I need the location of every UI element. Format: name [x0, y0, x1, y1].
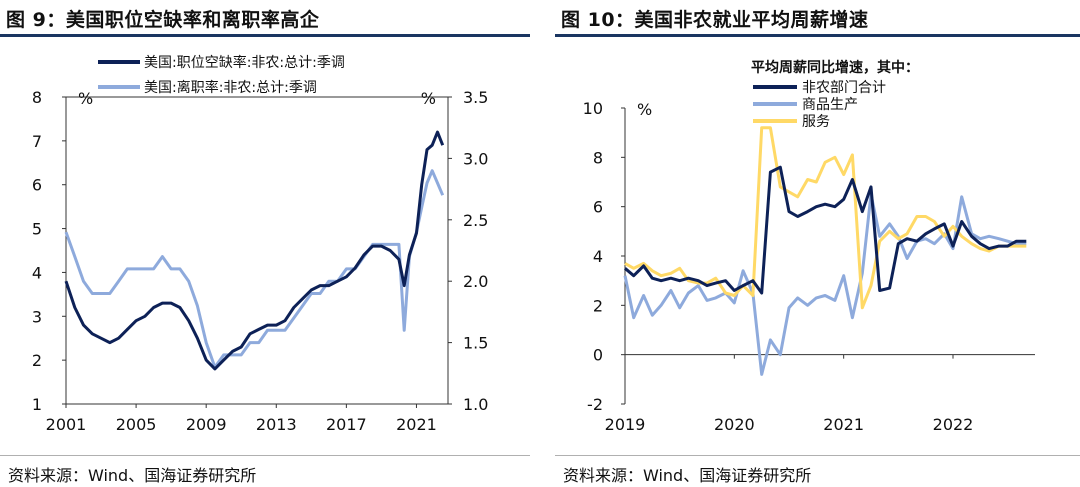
x-tick-label: 2021 [823, 415, 864, 434]
x-tick-label: 2021 [396, 415, 437, 434]
plot-frame [65, 96, 449, 405]
y-axis-unit: % [637, 100, 652, 119]
y-axis-unit: % [78, 89, 93, 108]
y-tick-label: 7 [32, 132, 42, 151]
x-tick-label: 2005 [116, 415, 157, 434]
x-tick-label: 2020 [714, 415, 755, 434]
x-tick-label: 2022 [933, 415, 974, 434]
y-tick-label: 6 [32, 176, 42, 195]
y-tick-label: 4 [32, 263, 42, 282]
y-tick-label: 8 [32, 88, 42, 107]
series-nonfarm-line [624, 165, 1027, 295]
figure-10-chart: -2 0 2 4 6 8 10 2019 2020 2021 2022% 平均周薪同比增速，其中： 非农… [583, 59, 1035, 434]
legend-title: 平均周薪同比增速，其中： [751, 59, 919, 76]
y-tick-label: 6 [593, 198, 603, 217]
legend-label: 非农部门合计 [802, 80, 886, 96]
legend-label: 美国:离职率:非农:总计:季调 [144, 79, 317, 96]
figure-10-source: 资料来源：Wind、国海证券研究所 [563, 466, 812, 485]
figure-10-title: 图 10：美国非农就业平均周薪增速 [561, 9, 869, 31]
figure-9-source: 资料来源：Wind、国海证券研究所 [8, 466, 257, 485]
y-tick-label: 5 [32, 220, 42, 239]
y2-axis-unit: % [421, 89, 436, 108]
y2-tick-label: 3.5 [463, 88, 488, 107]
y-tick-label: 10 [583, 99, 603, 118]
x-tick-label: 2013 [256, 415, 297, 434]
figure-9-title-bar: 图 9：美国职位空缺率和离职率高企 [0, 0, 530, 37]
y-tick-label: 2 [593, 296, 603, 315]
x-tick-label: 2009 [186, 415, 227, 434]
series-quits-line [64, 169, 445, 369]
x-tick-label: 2019 [605, 415, 646, 434]
x-tick-label: 2001 [46, 415, 87, 434]
y-tick-label: -2 [587, 395, 603, 414]
y2-tick-label: 1.0 [463, 395, 488, 414]
figure-9-chart: 1 2 3 4 5 6 7 8 1.0 1.5 2.0 2.5 3.0 3.5 2001 2005 2009 20… [32, 54, 489, 434]
figure-9-panel: 图 9：美国职位空缺率和离职率高企 1 2 3 4 5 6 7 8 1.0 1.5 2.0 2.5 3.… [0, 0, 530, 487]
y-tick-label: 2 [32, 351, 42, 370]
legend-label: 服务 [802, 114, 830, 130]
y2-tick-label: 2.5 [463, 211, 488, 230]
y-tick-label: 8 [593, 148, 603, 167]
x-tick-label: 2017 [326, 415, 367, 434]
y2-tick-label: 2.0 [463, 272, 488, 291]
y2-tick-label: 1.5 [463, 334, 488, 353]
series-job-openings-line [64, 130, 445, 371]
y-tick-label: 1 [32, 395, 42, 414]
y-tick-label: 3 [32, 307, 42, 326]
y2-tick-label: 3.0 [463, 149, 488, 168]
figure-10-source-divider [555, 455, 1080, 456]
figure-10-panel: 图 10：美国非农就业平均周薪增速 -2 0 2 4 6 8 10 2019 2020 2021 2… [555, 0, 1080, 487]
legend-label: 美国:职位空缺率:非农:总计:季调 [144, 54, 345, 71]
series-goods-line [623, 192, 1027, 376]
figure-9-source-divider [0, 455, 530, 456]
figure-10-title-bar: 图 10：美国非农就业平均周薪增速 [555, 0, 1080, 37]
figure-9-title: 图 9：美国职位空缺率和离职率高企 [6, 9, 320, 31]
y-tick-label: 4 [593, 247, 603, 266]
y-tick-label: 0 [593, 346, 603, 365]
legend-label: 商品生产 [802, 97, 858, 113]
